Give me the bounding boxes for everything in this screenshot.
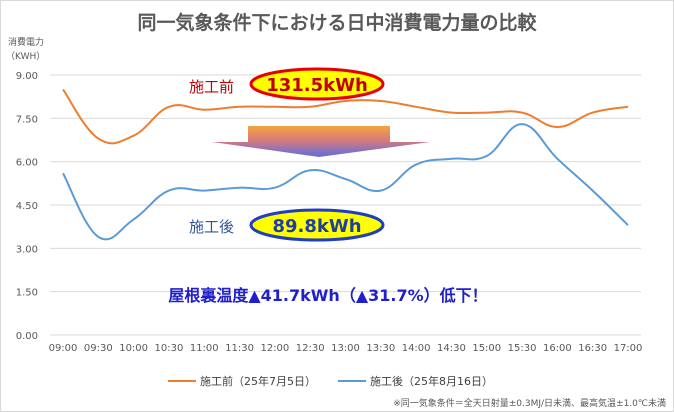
after-value-oval — [249, 208, 385, 242]
x-tick-label: 16:00 — [543, 343, 572, 354]
x-tick-label: 11:30 — [225, 343, 254, 354]
x-tick-label: 16:30 — [578, 343, 607, 354]
x-tick-label: 09:30 — [84, 343, 113, 354]
y-axis-label-line1: 消費電力 — [8, 36, 44, 48]
series-line-before — [62, 88, 629, 145]
x-tick-label: 13:30 — [366, 343, 395, 354]
x-tick-label: 13:00 — [331, 343, 360, 354]
x-tick-label: 17:00 — [614, 343, 643, 354]
x-tick-label: 12:30 — [296, 343, 325, 354]
before-value: 131.5kWh — [266, 75, 368, 96]
y-tick-label: 9.00 — [16, 71, 38, 82]
decrease-arrow — [212, 126, 430, 157]
chart-title: 同一気象条件下における日中消費電力量の比較 — [137, 12, 537, 34]
x-tick-label: 12:00 — [260, 343, 289, 354]
x-tick-label: 11:00 — [190, 343, 219, 354]
y-tick-label: 4.50 — [16, 201, 38, 212]
x-tick-label: 10:00 — [119, 343, 148, 354]
y-axis-label-line2: （KWH） — [6, 51, 45, 62]
x-tick-label: 14:30 — [437, 343, 466, 354]
y-tick-label: 1.50 — [16, 288, 38, 299]
x-tick-label: 15:30 — [508, 343, 537, 354]
x-tick-label: 15:00 — [472, 343, 501, 354]
series-line-after — [62, 123, 629, 241]
summary-text: 屋根裏温度▲41.7kWh（▲31.7%）低下！ — [168, 286, 487, 305]
after-value: 89.8kWh — [272, 216, 361, 237]
before-value-oval — [249, 67, 385, 101]
legend-label-before: 施工前（25年7月5日） — [200, 374, 316, 388]
y-tick-label: 7.50 — [16, 114, 38, 125]
legend: 施工前（25年7月5日） 施工後（25年8月16日） — [168, 374, 493, 388]
y-tick-label: 6.00 — [16, 158, 38, 169]
x-tick-label: 14:00 — [402, 343, 431, 354]
y-tick-label: 3.00 — [16, 244, 38, 255]
after-label: 施工後 — [189, 218, 234, 236]
footnote: ※同一気象条件＝全天日射量±0.3MJ/日未満、最高気温±1.0℃未満 — [393, 399, 666, 409]
legend-label-after: 施工後（25年8月16日） — [370, 374, 493, 388]
x-tick-label: 09:00 — [49, 343, 78, 354]
before-label: 施工前 — [189, 78, 234, 96]
x-tick-label: 10:30 — [155, 343, 184, 354]
y-tick-label: 0.00 — [16, 331, 38, 342]
